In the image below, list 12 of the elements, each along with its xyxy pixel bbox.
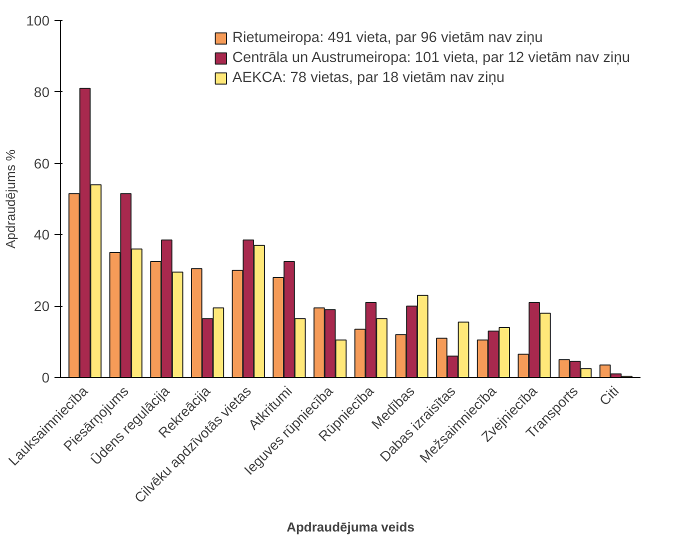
y-tick-label: 60	[34, 155, 50, 172]
legend-label: Rietumeiropa: 491 vieta, par 96 vietām nav ziņu	[232, 30, 543, 46]
y-tick-label: 80	[34, 84, 50, 100]
y-tick-label: 40	[34, 226, 50, 243]
y-tick-label: 20	[34, 298, 50, 314]
x-axis-title: Apdraudējuma veids	[286, 520, 414, 535]
y-tick-label: 100	[26, 12, 50, 28]
y-axis-title: Apdraudējums %	[3, 149, 18, 248]
x-tick-label: Citi	[596, 382, 622, 408]
y-tick-label: 0	[42, 370, 50, 386]
legend-label: Centrāla un Austrumeiropa: 101 vieta, par 12 vietām nav ziņu	[232, 50, 630, 66]
legend-label: AEKCA: 78 vietas, par 18 vietām nav ziņu	[232, 70, 505, 86]
